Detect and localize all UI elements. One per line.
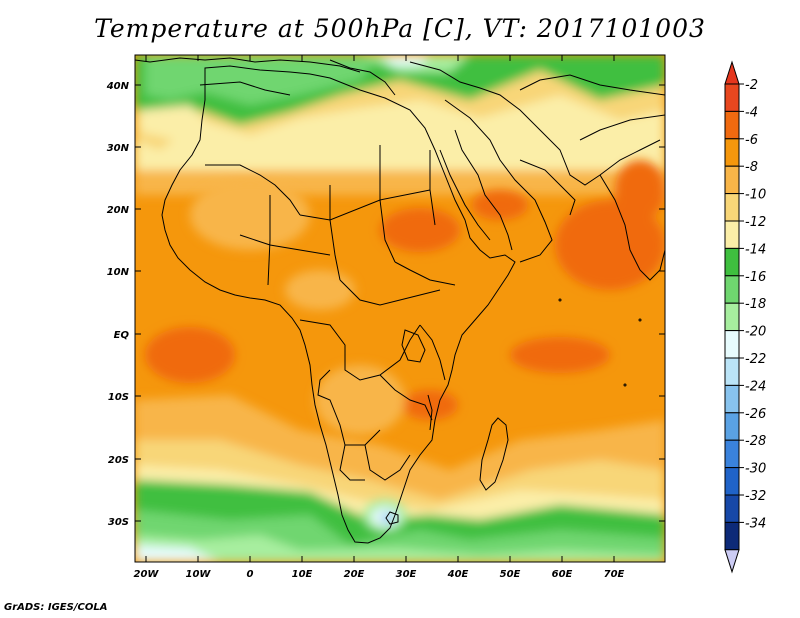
colorbar-swatch xyxy=(724,83,740,112)
grads-credit: GrADS: IGES/COLA xyxy=(4,602,108,613)
lat-label: 30S xyxy=(108,517,129,528)
lat-label: 10N xyxy=(107,267,130,278)
africa-coastline xyxy=(161,65,516,544)
lat-label: 20S xyxy=(108,455,129,466)
colorbar-label: -22 xyxy=(745,352,766,367)
colorbar-label: -16 xyxy=(745,270,766,285)
colorbar-label: -14 xyxy=(745,242,766,257)
colorbar-swatch xyxy=(724,467,740,496)
colorbar-label: -20 xyxy=(745,325,766,340)
lat-label: 40N xyxy=(106,81,130,92)
colorbar-swatch xyxy=(724,384,740,414)
colorbar-label: -34 xyxy=(745,516,766,531)
lat-label: EQ xyxy=(114,330,130,341)
colorbar-label: -32 xyxy=(745,489,766,504)
colorbar-bottom-arrow xyxy=(724,549,740,574)
colorbar-label: -10 xyxy=(745,188,766,203)
colorbar-swatch xyxy=(724,357,740,386)
lon-label: 40E xyxy=(447,569,469,580)
lon-label: 20W xyxy=(134,569,160,580)
lat-label: 20N xyxy=(107,205,130,216)
colorbar-label: -28 xyxy=(745,434,766,449)
colorbar-swatch xyxy=(724,275,740,304)
colorbar-swatch xyxy=(724,412,740,441)
coastlines-and-borders xyxy=(135,57,665,544)
latitude-axis: 40N 30N 20N 10N EQ 10S 20S 30S xyxy=(106,81,665,528)
colorbar-label: -8 xyxy=(745,160,758,175)
colorbar-swatch xyxy=(724,302,740,332)
map-frame xyxy=(134,54,666,563)
map-title: Temperature at 500hPa [C], VT: 201710100… xyxy=(94,14,706,43)
temperature-field xyxy=(135,55,665,562)
colorbar-swatch xyxy=(724,521,740,551)
lon-label: 10W xyxy=(186,569,212,580)
colorbar-swatch xyxy=(724,110,740,140)
lon-label: 10E xyxy=(292,569,313,580)
colorbar: -2 -4 -6 -8 -10 -12 -14 -16 -18 -20 -22 -24 -26 -28 -3… xyxy=(724,60,766,574)
colorbar-label: -2 xyxy=(745,78,758,93)
colorbar-label: -30 xyxy=(745,462,766,477)
colorbar-swatch xyxy=(724,494,740,523)
colorbar-label: -24 xyxy=(745,379,766,394)
colorbar-label: -6 xyxy=(745,133,758,148)
colorbar-swatch xyxy=(724,138,740,167)
colorbar-label: -4 xyxy=(745,105,758,120)
colorbar-label: -26 xyxy=(745,407,766,422)
colorbar-label: -12 xyxy=(745,215,766,230)
lon-label: 50E xyxy=(500,569,521,580)
lon-label: 0 xyxy=(247,569,254,580)
colorbar-swatch xyxy=(724,165,740,195)
colorbar-swatch xyxy=(724,330,740,359)
longitude-axis: 20W 10W 0 10E 20E 30E 40E 50E 60E 70E xyxy=(134,55,625,580)
colorbar-swatch xyxy=(724,439,740,469)
colorbar-swatch xyxy=(724,193,740,222)
colorbar-label: -18 xyxy=(745,297,766,312)
lon-label: 70E xyxy=(604,569,625,580)
lon-label: 60E xyxy=(552,569,573,580)
madagascar-outline xyxy=(479,417,509,491)
lon-label: 20E xyxy=(344,569,365,580)
colorbar-swatch xyxy=(724,247,740,277)
colorbar-swatch xyxy=(724,220,740,249)
lat-label: 30N xyxy=(107,143,130,154)
lat-label: 10S xyxy=(108,392,129,403)
lon-label: 30E xyxy=(396,569,417,580)
colorbar-top-arrow xyxy=(724,60,740,85)
